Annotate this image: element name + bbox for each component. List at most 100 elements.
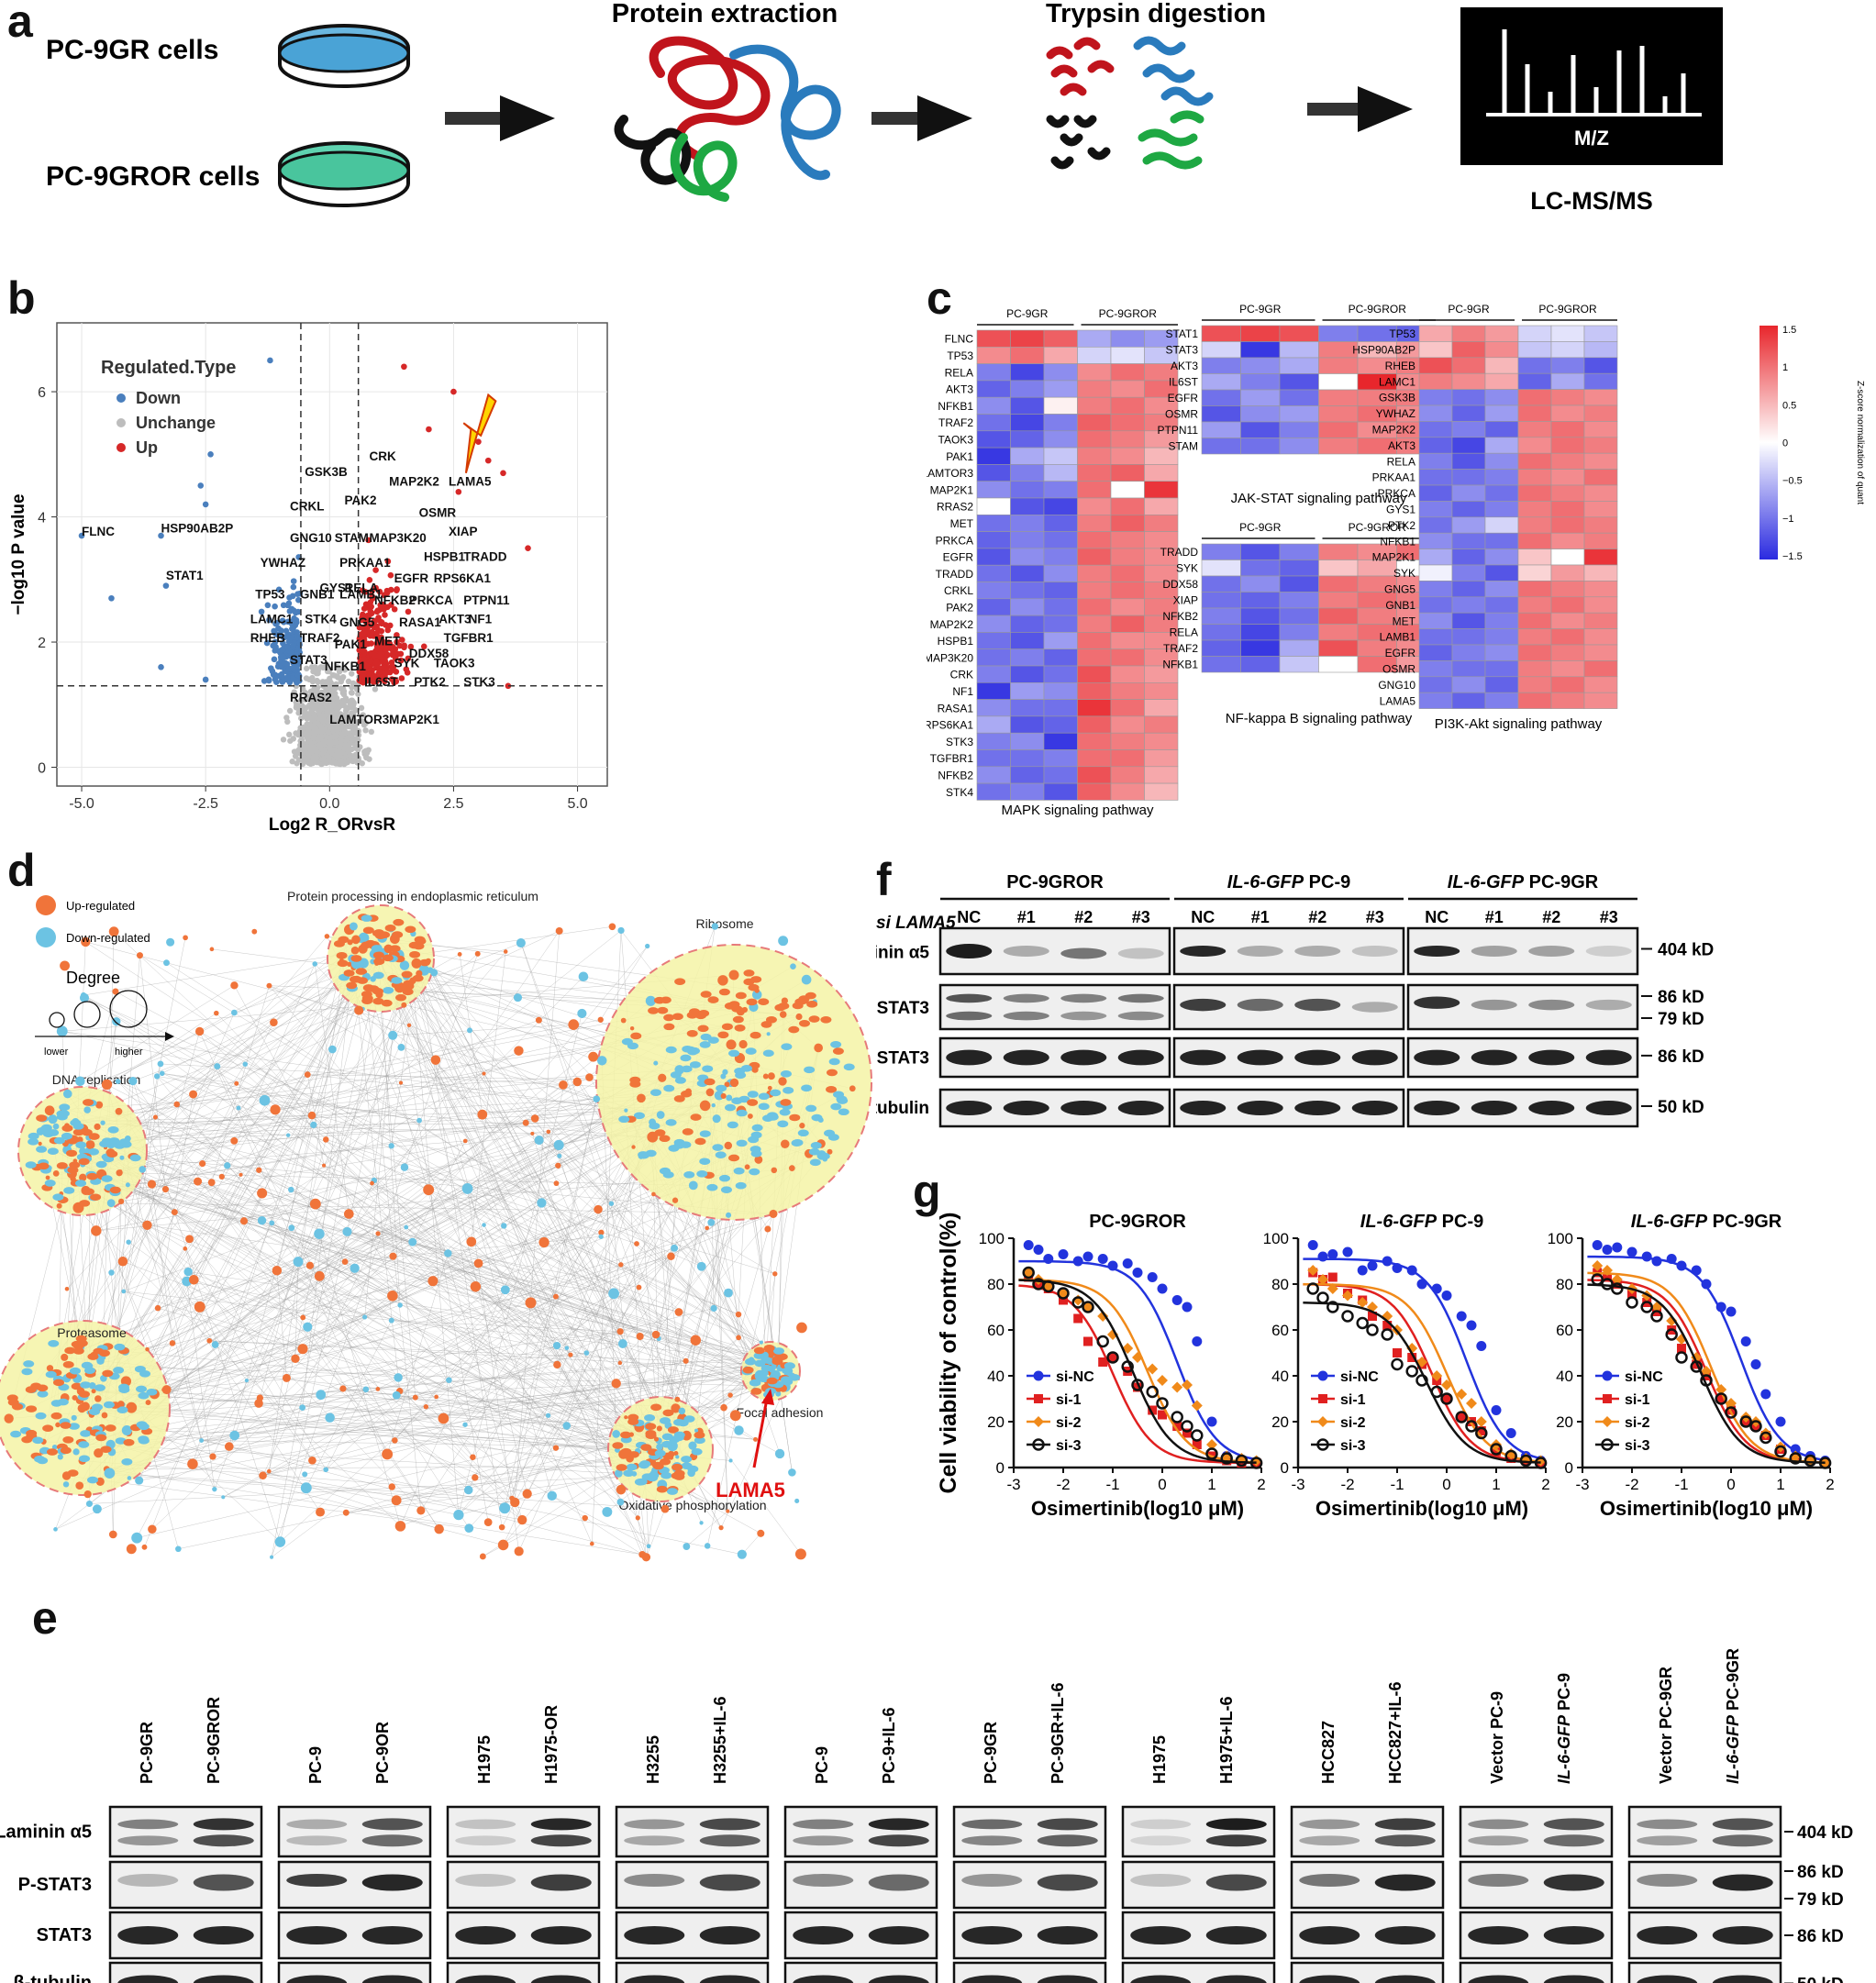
node-down: [397, 1302, 403, 1308]
node-up: [60, 960, 70, 971]
heatmap-cell: [1583, 516, 1618, 534]
network-edge: [113, 1155, 774, 1214]
heatmap-row-label: AKT3: [1388, 439, 1415, 452]
x-tick-label: 0: [1442, 1476, 1450, 1493]
node-up: [826, 1069, 838, 1077]
node-up: [338, 936, 350, 944]
arrow-icon-1: [445, 95, 555, 141]
node-up: [538, 1236, 549, 1248]
node-up: [26, 1429, 38, 1437]
blot-band: [1294, 946, 1341, 957]
y-tick-label: 40: [1556, 1368, 1573, 1385]
node-down: [656, 1443, 663, 1451]
data-point: [1504, 1449, 1517, 1463]
network-edge: [39, 1143, 677, 1454]
network-edge: [105, 1147, 469, 1490]
heatmap-cell: [1451, 564, 1486, 582]
fit-curve: [1018, 1259, 1257, 1461]
point-up: [382, 612, 388, 618]
heatmap-cell: [1279, 592, 1319, 609]
network-edge: [61, 1031, 217, 1067]
heatmap-row-label: NFKB1: [1380, 535, 1415, 548]
y-tick-label: 20: [1556, 1413, 1573, 1431]
node-down: [818, 1152, 830, 1160]
network-edge: [209, 1340, 678, 1457]
heatmap-cell: [1077, 329, 1112, 348]
heatmap-row-label: TRAF2: [1163, 642, 1198, 655]
data-point: [1431, 1283, 1442, 1294]
heatmap-cell: [1318, 656, 1359, 673]
point-down: [280, 640, 286, 647]
node-down: [614, 1469, 623, 1478]
node-up: [67, 1469, 79, 1477]
network-edge: [111, 953, 384, 1273]
node-up: [362, 984, 374, 992]
node-up: [69, 1161, 81, 1169]
heatmap-cell: [1583, 437, 1618, 454]
network-edge: [364, 1035, 394, 1318]
data-point: [1357, 1297, 1369, 1308]
node-down: [114, 1343, 126, 1351]
blot-band: [1205, 1975, 1267, 1983]
network-edge: [84, 1377, 773, 1407]
node-down: [86, 1476, 98, 1484]
node-down: [408, 1237, 417, 1246]
blot-band: [1585, 1101, 1632, 1115]
blot-band: [1528, 946, 1575, 957]
node-up: [474, 950, 481, 957]
node-up: [83, 1490, 92, 1499]
heatmap-cell: [1418, 357, 1453, 374]
node-down: [608, 1288, 619, 1300]
data-point: [1042, 1280, 1055, 1293]
node-up: [36, 1114, 48, 1122]
node-down: [706, 1183, 718, 1191]
network-edge: [113, 1118, 536, 1189]
heatmap-cell: [1201, 325, 1241, 342]
node-down: [95, 1160, 107, 1169]
node-down: [121, 1457, 133, 1466]
heatmap-cell: [1010, 648, 1045, 667]
heatmap-cell: [1279, 421, 1319, 438]
point-up: [368, 649, 375, 657]
legend-marker: [117, 443, 126, 452]
node-down: [299, 1404, 306, 1412]
data-point: [1307, 1240, 1318, 1250]
blot-band: [1130, 1926, 1192, 1944]
node-down: [782, 1367, 794, 1375]
node-down: [779, 1108, 791, 1116]
heatmap-cell: [1279, 607, 1319, 625]
node-down: [45, 1370, 57, 1379]
node-up: [78, 1390, 90, 1398]
node-down: [129, 1154, 141, 1162]
heatmap-cell: [1144, 732, 1179, 750]
heatmap-cell: [1077, 665, 1112, 683]
heatmap-row-label: MAP2K2: [930, 618, 974, 631]
node-up: [479, 1553, 486, 1560]
heatmap-cell: [1279, 341, 1319, 359]
node-down: [805, 1104, 817, 1113]
node-down: [214, 1063, 221, 1070]
node-up: [699, 1100, 711, 1112]
heatmap-cell: [1201, 389, 1241, 406]
data-point: [1456, 1389, 1468, 1400]
network-edge: [294, 1261, 299, 1359]
x-tick-label: 2: [1541, 1476, 1549, 1493]
data-point: [1690, 1360, 1703, 1373]
heatmap-cell: [1550, 501, 1585, 518]
point-up: [387, 622, 394, 629]
point-up: [388, 659, 395, 666]
heatmap-cell: [1110, 732, 1145, 750]
node-up: [718, 988, 730, 996]
gene-label: NFKB2: [374, 593, 416, 607]
lane-label: Vector PC-9: [1488, 1691, 1506, 1784]
network-edge: [128, 1242, 523, 1521]
node-down: [681, 1456, 693, 1463]
heatmap-cell: [1451, 596, 1486, 614]
point-unchange: [305, 728, 311, 736]
node-down: [72, 1448, 80, 1456]
network-edge: [123, 959, 382, 1292]
heatmap-cell: [1318, 624, 1359, 641]
node-down: [107, 1125, 119, 1134]
blot-band: [117, 1975, 179, 1983]
data-point: [1430, 1385, 1443, 1399]
